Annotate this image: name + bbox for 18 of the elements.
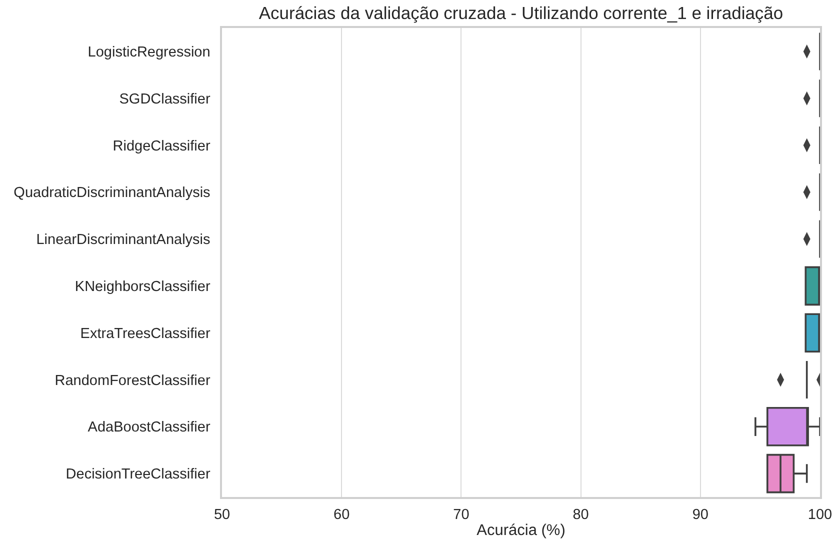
y-tick-label: LinearDiscriminantAnalysis	[36, 232, 210, 248]
y-tick-label: DecisionTreeClassifier	[66, 466, 210, 483]
x-tick-label: 70	[453, 507, 470, 524]
y-tick-label: RandomForestClassifier	[54, 372, 210, 389]
y-tick-label: QuadraticDiscriminantAnalysis	[14, 185, 210, 202]
x-tick-label: 100	[808, 507, 832, 524]
y-tick-label: AdaBoostClassifier	[88, 420, 210, 436]
y-tick-label: SGDClassifier	[119, 91, 210, 108]
y-tick-label: ExtraTreesClassifier	[80, 326, 210, 342]
x-axis-title: Acurácia (%)	[476, 522, 566, 540]
chart-title: Acurácias da validação cruzada - Utilizando corrente_1 e irradiação	[258, 3, 784, 24]
y-tick-label: RidgeClassifier	[112, 138, 210, 154]
x-tick-label: 50	[214, 507, 230, 524]
y-tick-label: LogisticRegression	[88, 44, 210, 61]
x-tick-label: 80	[572, 507, 589, 524]
x-tick-label: 90	[692, 507, 708, 524]
y-tick-label: KNeighborsClassifier	[74, 279, 210, 296]
x-tick-label: 60	[334, 507, 350, 524]
